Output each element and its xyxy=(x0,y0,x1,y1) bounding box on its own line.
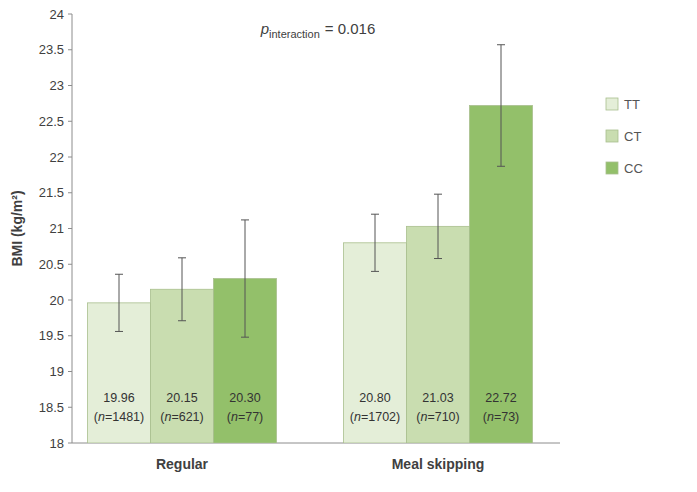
data-labels: 19.96 (n=1481) 20.80 (n=1702) 20.15 (n=621) 21… xyxy=(94,391,519,424)
y-tick xyxy=(68,371,72,372)
y-tick xyxy=(68,443,72,444)
bars xyxy=(88,45,533,443)
n-label-part: =1702) xyxy=(361,410,400,424)
error-cap xyxy=(371,271,379,272)
y-tick-label: 20.5 xyxy=(39,257,64,272)
legend: TT CT CC xyxy=(606,97,643,176)
y-tick xyxy=(68,14,72,15)
n-label-part: =710) xyxy=(427,410,459,424)
error-bar xyxy=(241,220,249,337)
n-label-part: =1481) xyxy=(105,410,144,424)
y-tick xyxy=(68,121,72,122)
error-bar xyxy=(434,194,442,258)
error-line xyxy=(119,274,120,331)
n-label-part: =77) xyxy=(238,410,263,424)
n-label: (n=1702) xyxy=(350,410,400,424)
n-label-part: n xyxy=(487,410,494,424)
legend-swatch xyxy=(606,130,618,142)
error-bar xyxy=(497,45,505,167)
y-tick-label: 19.5 xyxy=(39,328,64,343)
n-label-part: n xyxy=(231,410,238,424)
y-tick-label: 18 xyxy=(50,436,64,451)
y-tick-label: 20 xyxy=(50,293,64,308)
error-cap xyxy=(241,219,249,220)
error-cap xyxy=(371,214,379,215)
y-tick xyxy=(68,300,72,301)
error-cap xyxy=(434,258,442,259)
n-label-part: =73) xyxy=(494,410,519,424)
x-tick-label: Meal skipping xyxy=(392,456,485,472)
y-tick-label: 23.5 xyxy=(39,42,64,57)
n-label: (n=73) xyxy=(483,410,520,424)
error-cap xyxy=(497,44,505,45)
y-tick-label: 19 xyxy=(50,364,64,379)
value-label: 20.30 xyxy=(229,391,260,405)
legend-swatch xyxy=(606,98,618,110)
annotation-subscript: interaction xyxy=(269,28,320,40)
n-label: (n=710) xyxy=(416,410,459,424)
error-cap xyxy=(115,331,123,332)
y-tick-label: 22 xyxy=(50,150,64,165)
error-cap xyxy=(241,337,249,338)
y-tick-label: 21.5 xyxy=(39,185,64,200)
y-tick xyxy=(68,192,72,193)
value-label: 19.96 xyxy=(103,391,134,405)
legend-label: TT xyxy=(624,97,640,112)
value-label: 20.80 xyxy=(359,391,390,405)
value-label: 21.03 xyxy=(422,391,453,405)
y-tick-label: 23 xyxy=(50,78,64,93)
y-tick xyxy=(68,85,72,86)
error-line xyxy=(375,214,376,271)
bar xyxy=(344,243,407,443)
y-tick-label: 21 xyxy=(50,221,64,236)
n-label: (n=1481) xyxy=(94,410,144,424)
y-tick-label: 22.5 xyxy=(39,114,64,129)
y-tick-label: 18.5 xyxy=(39,400,64,415)
y-tick xyxy=(68,49,72,50)
annotation-text: = 0.016 xyxy=(325,20,375,37)
error-line xyxy=(245,220,246,337)
error-line xyxy=(182,258,183,321)
y-tick xyxy=(68,335,72,336)
error-cap xyxy=(434,194,442,195)
x-tick-label: Regular xyxy=(156,456,209,472)
error-line xyxy=(438,194,439,258)
annotation-symbol: p xyxy=(260,20,269,37)
n-label-part: n xyxy=(354,410,361,424)
y-tick xyxy=(68,228,72,229)
value-label: 22.72 xyxy=(485,391,516,405)
error-cap xyxy=(115,274,123,275)
annotation: pinteraction = 0.016 xyxy=(260,20,376,40)
error-line xyxy=(501,45,502,167)
n-label-part: n xyxy=(420,410,427,424)
error-bar xyxy=(178,258,186,321)
y-tick xyxy=(68,157,72,158)
error-cap xyxy=(178,257,186,258)
y-tick xyxy=(68,407,72,408)
legend-swatch xyxy=(606,162,618,174)
error-cap xyxy=(497,166,505,167)
y-tick xyxy=(68,264,72,265)
error-bar xyxy=(371,214,379,271)
legend-label: CC xyxy=(624,161,643,176)
n-label: (n=77) xyxy=(227,410,264,424)
y-axis-label: BMI (kg/m²) xyxy=(9,190,25,266)
error-bar xyxy=(115,274,123,331)
bar xyxy=(407,226,470,443)
n-label-part: n xyxy=(164,410,171,424)
y-tick-label: 24 xyxy=(50,7,64,22)
n-label-part: =621) xyxy=(171,410,203,424)
y-axis: 18 18.5 19 19.5 20 20.5 21 21.5 22 22.5 23 23.5 24 xyxy=(39,7,72,451)
n-label: (n=621) xyxy=(160,410,203,424)
chart: 18 18.5 19 19.5 20 20.5 21 21.5 22 22.5 23 23.5 24 BM… xyxy=(0,0,697,492)
error-cap xyxy=(178,320,186,321)
value-label: 20.15 xyxy=(166,391,197,405)
legend-label: CT xyxy=(624,129,641,144)
n-label-part: n xyxy=(98,410,105,424)
